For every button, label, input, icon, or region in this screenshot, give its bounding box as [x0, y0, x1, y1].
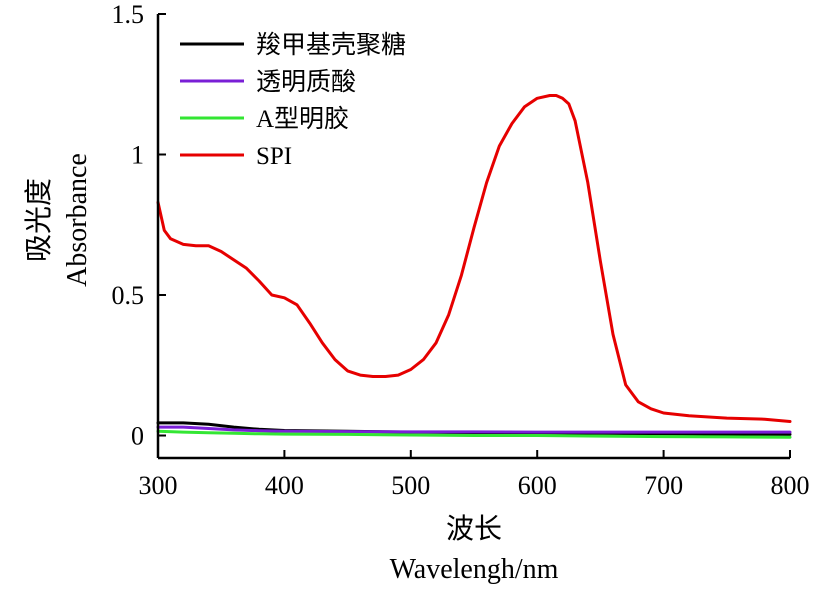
ticks: 300 400 500 600 700 800 0 0.5 1 1.5	[112, 0, 810, 500]
series-line-3	[156, 94, 792, 423]
y-tick-label: 1	[131, 141, 144, 170]
x-tick-label: 400	[265, 471, 304, 500]
x-tick-label: 300	[139, 471, 178, 500]
series-line-2	[156, 429, 792, 439]
legend-label-0: 羧甲基壳聚糖	[256, 31, 406, 59]
x-tick-label: 700	[644, 471, 683, 500]
x-tick-label: 500	[391, 471, 430, 500]
x-axis-title: Wavelengh/nm	[390, 554, 559, 585]
y-tick-label: 0	[131, 422, 144, 451]
plot-lines	[156, 94, 792, 439]
y-tick-label: 0.5	[112, 281, 145, 310]
y-axis-title: Absorbance	[62, 153, 93, 287]
x-tick-label: 800	[771, 471, 810, 500]
y-axis-title-cn: 吸光度	[23, 178, 55, 262]
x-tick-label: 600	[518, 471, 557, 500]
axes	[156, 14, 790, 460]
legend-label-2: A型明胶	[256, 105, 349, 133]
legend-label-1: 透明质酸	[256, 68, 356, 96]
series-line-1	[156, 425, 792, 434]
x-axis-title-cn: 波长	[446, 513, 502, 545]
y-tick-label: 1.5	[112, 0, 145, 29]
legend-label-3: SPI	[256, 143, 292, 170]
